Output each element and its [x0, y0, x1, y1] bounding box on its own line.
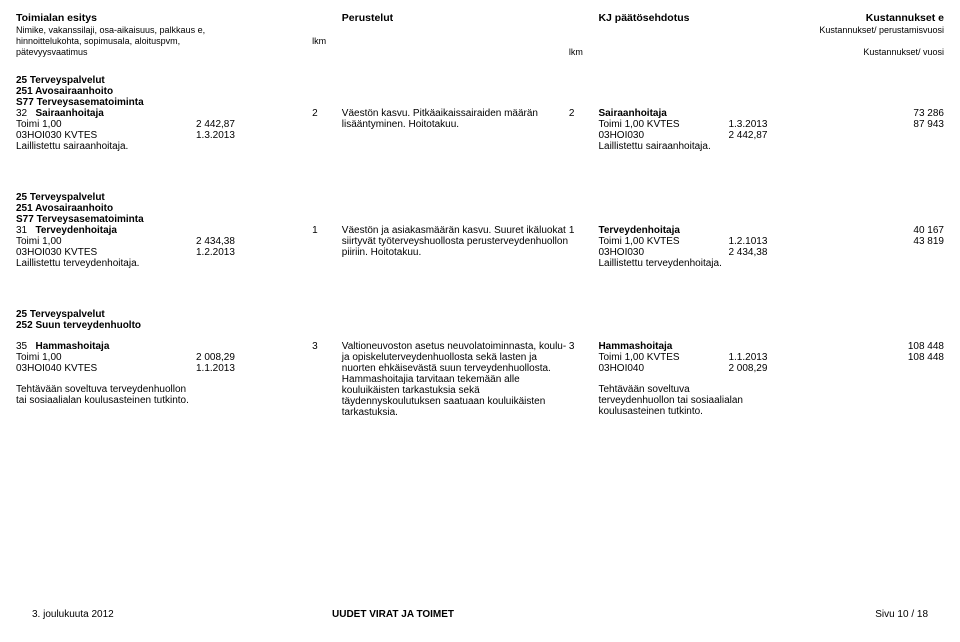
- section-2: 25 Terveyspalvelut 251 Avosairaanhoito S…: [16, 192, 944, 269]
- hdr-col4: Kustannukset e: [806, 12, 944, 24]
- data-row: 35 Hammashoitaja Toimi 1,002 008,29 03HO…: [16, 341, 944, 418]
- footer-page: Sivu 10 / 18: [632, 609, 928, 620]
- footer-title: UUDET VIRAT JA TOIMET: [332, 609, 632, 620]
- section-3: 25 Terveyspalvelut 252 Suun terveydenhuo…: [16, 309, 944, 418]
- org-line: 25 Terveyspalvelut: [16, 75, 944, 86]
- page-footer: 3. joulukuuta 2012 UUDET VIRAT JA TOIMET…: [32, 609, 928, 620]
- header-row: Toimialan esitys Perustelut KJ päätösehd…: [16, 12, 944, 24]
- org-line: S77 Terveysasematoiminta: [16, 97, 944, 108]
- hdr-col1: Toimialan esitys: [16, 12, 312, 24]
- data-row: 31 Terveydenhoitaja Toimi 1,002 434,38 0…: [16, 225, 944, 269]
- section-1: 25 Terveyspalvelut 251 Avosairaanhoito S…: [16, 75, 944, 152]
- hdr-col3: KJ päätösehdotus: [598, 12, 805, 24]
- data-row: 32 Sairaanhoitaja Toimi 1,002 442,87 03H…: [16, 108, 944, 152]
- footer-date: 3. joulukuuta 2012: [32, 609, 332, 620]
- subheader-row3: pätevyysvaatimus lkm Kustannukset/ vuosi: [16, 47, 944, 57]
- subheader-row2: hinnoittelukohta, sopimusala, aloituspvm…: [16, 36, 944, 46]
- subheader-row1: Nimike, vakanssilaji, osa-aikaisuus, pal…: [16, 25, 944, 35]
- hdr-col2: Perustelut: [342, 12, 569, 24]
- org-line: 251 Avosairaanhoito: [16, 86, 944, 97]
